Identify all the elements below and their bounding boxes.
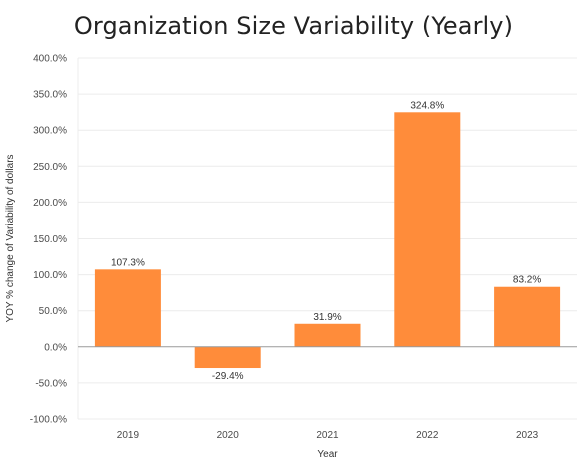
bar-2021 [294,323,361,347]
y-tick-label: 350.0% [33,90,67,101]
y-axis-ticks: -100.0% -50.0% 0.0% 50.0% 100.0% 150.0% 200.0%… [30,54,67,426]
y-tick-label: 400.0% [33,54,67,65]
y-tick-label: -100.0% [30,415,67,426]
y-tick-label: 300.0% [33,126,67,137]
data-label-2021: 31.9% [313,312,341,323]
x-tick-label-2021: 2021 [316,430,339,441]
data-label-2019: 107.3% [111,257,145,268]
y-tick-label: 0.0% [44,342,67,353]
y-tick-label: -50.0% [35,378,67,389]
chart-title: Organization Size Variability (Yearly) [73,12,514,40]
x-tick-label-2020: 2020 [217,430,240,441]
data-labels: 107.3% -29.4% 31.9% 324.8% 83.2% [111,100,541,382]
x-axis-title: Year [317,449,338,460]
bars [94,112,561,369]
bar-2023 [494,286,561,347]
gridlines [77,57,577,420]
bar-2022 [394,112,461,347]
bar-2019 [94,269,161,347]
data-label-2022: 324.8% [410,100,444,111]
x-tick-label-2022: 2022 [416,430,439,441]
y-tick-label: 150.0% [33,234,67,245]
y-tick-label: 50.0% [39,306,67,317]
x-axis-ticks: 2019 2020 2021 2022 2023 [117,430,539,441]
y-tick-label: 200.0% [33,198,67,209]
x-tick-label-2019: 2019 [117,430,140,441]
data-label-2023: 83.2% [513,275,541,286]
x-tick-label-2023: 2023 [516,430,539,441]
y-tick-label: 100.0% [33,270,67,281]
y-axis-title: YOY % change of Variability of dollars [5,154,16,322]
y-tick-label: 250.0% [33,162,67,173]
data-label-2020: -29.4% [212,371,244,382]
bar-2020 [194,346,261,369]
